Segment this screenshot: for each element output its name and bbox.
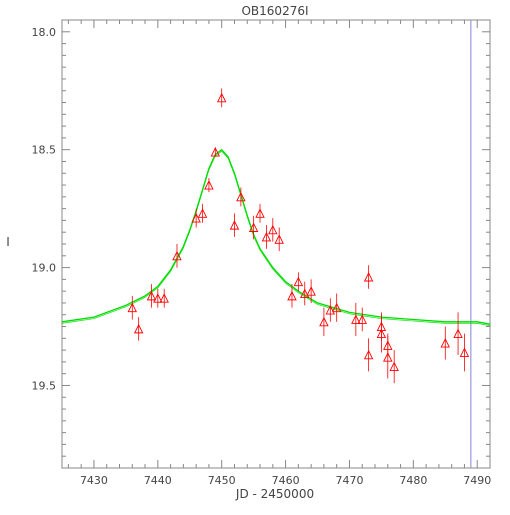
data-point	[293, 276, 304, 287]
model-curve-secondary	[61, 150, 491, 327]
y-tick-label: 18.0	[32, 26, 57, 39]
x-tick-label: 7440	[144, 474, 172, 487]
data-point	[172, 250, 182, 261]
chart-title: OB160276I	[241, 4, 308, 18]
data-point	[440, 338, 451, 348]
x-tick-label: 7460	[272, 474, 300, 487]
x-axis-label: JD - 2450000	[235, 487, 314, 501]
x-tick-label: 7470	[335, 474, 363, 487]
data-point	[216, 92, 227, 103]
data-point	[248, 222, 259, 232]
data-point	[325, 305, 336, 315]
data-point	[383, 352, 393, 362]
data-point	[153, 293, 163, 303]
data-point	[204, 180, 214, 190]
data-point	[197, 208, 208, 218]
data-point	[287, 290, 297, 301]
y-tick-label: 19.0	[32, 262, 57, 275]
data-point	[133, 323, 144, 334]
data-point	[363, 349, 374, 360]
data-point	[351, 314, 361, 324]
plot-frame	[61, 19, 491, 469]
data-point	[127, 302, 137, 313]
x-tick-label: 7430	[80, 474, 108, 487]
data-point	[159, 293, 169, 303]
data-point	[191, 213, 201, 223]
data-point	[274, 234, 284, 244]
data-point	[268, 224, 278, 235]
data-point	[229, 220, 240, 230]
data-point	[453, 328, 463, 339]
y-axis-label: I	[6, 235, 10, 249]
model-curve	[61, 148, 491, 325]
data-point	[261, 231, 272, 242]
data-point	[210, 147, 221, 157]
x-tick-label: 7480	[399, 474, 427, 487]
y-tick-label: 18.5	[32, 144, 57, 157]
x-tick-label: 7450	[208, 474, 236, 487]
data-point	[376, 328, 387, 339]
data-point	[357, 314, 367, 324]
data-point	[255, 208, 265, 218]
data-point	[331, 302, 342, 313]
data-point	[319, 316, 329, 327]
data-point	[306, 286, 316, 296]
data-point	[236, 191, 246, 202]
y-tick-label: 19.5	[32, 379, 57, 392]
data-point	[363, 272, 374, 282]
x-tick-label: 7490	[463, 474, 491, 487]
data-point	[389, 361, 399, 372]
data-point	[300, 288, 310, 298]
data-point	[146, 290, 157, 301]
data-point	[459, 347, 470, 357]
